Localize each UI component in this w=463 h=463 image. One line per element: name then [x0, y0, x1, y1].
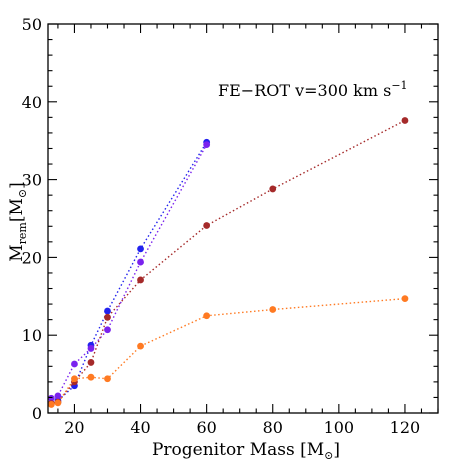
data-point — [71, 375, 78, 383]
x-tick-label: 60 — [196, 418, 216, 437]
plot-frame — [47, 23, 439, 414]
data-point — [104, 326, 111, 334]
data-point — [203, 222, 211, 229]
annotation-text: FE−ROT v=300 km s−1 — [218, 79, 408, 100]
data-point — [137, 245, 144, 253]
series-line — [51, 119, 406, 405]
x-tick-label: 40 — [130, 418, 150, 437]
data-series-4 — [47, 295, 409, 408]
data-point — [54, 392, 62, 400]
data-point — [104, 375, 111, 383]
data-point — [401, 117, 409, 124]
x-tick-label: 100 — [324, 418, 355, 437]
data-point — [104, 313, 111, 321]
y-tick-label: 10 — [22, 326, 42, 345]
x-tick-label: 80 — [263, 418, 283, 437]
data-point — [203, 141, 211, 148]
y-axis-label-sub: rem — [16, 222, 29, 245]
x-axis-label-sub: ⊙ — [324, 449, 333, 462]
data-point — [401, 295, 409, 303]
data-point — [203, 312, 211, 320]
y-tick-label: 30 — [22, 171, 42, 190]
data-point — [269, 306, 277, 313]
x-axis-label-tail: ] — [333, 440, 340, 460]
y-axis-label-sub2: ⊙ — [16, 189, 29, 198]
data-point — [47, 394, 55, 402]
y-tick-label: 0 — [32, 404, 42, 423]
data-point — [137, 342, 144, 350]
y-axis-label: Mrem[M⊙] — [7, 182, 29, 262]
y-tick-label: 50 — [22, 15, 42, 34]
data-point — [87, 359, 95, 366]
data-point — [137, 276, 144, 284]
data-point — [269, 185, 277, 193]
y-tick-label: 40 — [22, 93, 42, 112]
y-tick-label: 20 — [22, 248, 42, 267]
data-point — [87, 345, 95, 352]
x-axis-label: Progenitor Mass [M⊙] — [152, 440, 340, 462]
y-axis-label-tail: ] — [7, 182, 27, 189]
annotation-superscript: −1 — [391, 79, 407, 92]
x-tick-label: 120 — [390, 418, 421, 437]
ticks-layer: 20 40 60 80 100 120 0 10 20 30 40 50 — [22, 15, 439, 437]
x-tick-label: 20 — [64, 418, 84, 437]
data-point — [104, 307, 111, 315]
data-point — [71, 360, 78, 368]
data-point — [87, 373, 95, 381]
series-layer — [47, 117, 409, 408]
y-axis-label-mid: [M — [7, 198, 27, 222]
data-point — [54, 399, 62, 407]
data-point — [47, 401, 55, 408]
data-point — [137, 258, 144, 266]
data-series-2 — [47, 141, 211, 402]
